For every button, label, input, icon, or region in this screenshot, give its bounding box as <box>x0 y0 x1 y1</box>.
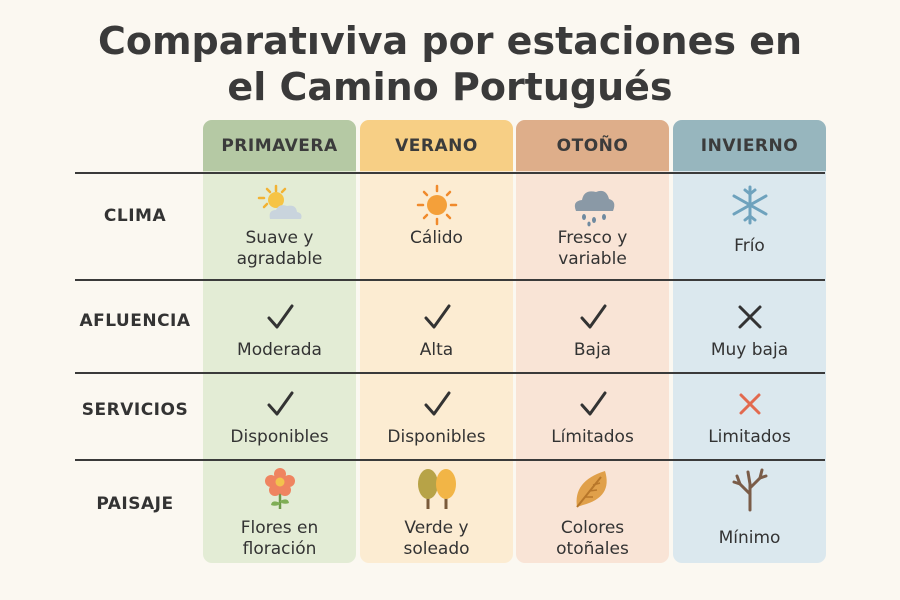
cell-afluencia-verano: Alta <box>360 294 513 361</box>
title-line-1: Comparatıviva por estaciones en <box>97 19 803 63</box>
row-label-paisaje: PAISAJE <box>96 494 174 514</box>
cell-clima-invierno: Frío <box>673 182 826 257</box>
cross-icon <box>735 294 765 340</box>
row-label-servicios: SERVICIOS <box>81 400 189 420</box>
cell-clima-otono: Fresco y variable <box>516 182 669 270</box>
cell-servicios-verano: Disponibles <box>360 381 513 448</box>
divider-row-1 <box>75 279 825 281</box>
trees-icon <box>412 466 462 512</box>
cell-clima-primavera: Suave y agradable <box>203 182 356 270</box>
cell-afluencia-primavera: Moderada <box>203 294 356 361</box>
cell-text: Disponibles <box>230 427 329 447</box>
cell-text: Baja <box>573 340 612 360</box>
cell-text: Suave y agradable <box>236 228 323 269</box>
cell-text: Limitados <box>708 427 791 447</box>
snowflake-icon <box>728 182 772 228</box>
row-label-afluencia: AFLUENCIA <box>79 311 191 331</box>
cell-servicios-otono: Límitados <box>516 381 669 448</box>
check-icon <box>265 294 295 340</box>
leaf-icon <box>571 466 615 512</box>
cell-afluencia-invierno: Muy baja <box>673 294 826 361</box>
bare-tree-icon <box>730 466 770 512</box>
cell-text: Muy baja <box>710 340 789 360</box>
column-header-verano: VERANO <box>360 120 513 171</box>
sun-icon <box>415 182 459 228</box>
title-line-2: el Camino Portugués <box>227 65 673 109</box>
check-icon <box>265 381 295 427</box>
cell-text: Cálido <box>410 228 463 248</box>
column-header-invierno: INVIERNO <box>673 120 826 171</box>
cell-paisaje-invierno: Mínimo <box>673 466 826 549</box>
cell-paisaje-verano: Verde y soleado <box>360 466 513 560</box>
check-icon <box>578 381 608 427</box>
cell-text: Verde y soleado <box>403 518 470 559</box>
cell-text: Moderada <box>237 340 322 360</box>
cross-red-icon <box>737 381 763 427</box>
check-icon <box>578 294 608 340</box>
check-icon <box>422 294 452 340</box>
divider-row-2 <box>75 372 825 374</box>
flower-icon <box>263 466 297 512</box>
divider-row-3 <box>75 459 825 461</box>
sun-cloud-icon <box>256 182 304 228</box>
cell-text: Alta <box>419 340 454 360</box>
cell-servicios-invierno: Limitados <box>673 381 826 448</box>
cell-afluencia-otono: Baja <box>516 294 669 361</box>
cell-text: Mínimo <box>718 528 781 548</box>
check-icon <box>422 381 452 427</box>
cell-text: Frío <box>734 236 765 256</box>
cell-text: Disponibles <box>387 427 486 447</box>
divider-header <box>75 172 825 174</box>
column-header-primavera: PRIMAVERA <box>203 120 356 171</box>
cell-text: Límitados <box>551 427 634 447</box>
row-label-clima: CLIMA <box>103 206 167 226</box>
cell-servicios-primavera: Disponibles <box>203 381 356 448</box>
rain-cloud-icon <box>568 182 618 228</box>
page-title: Comparatıviva por estaciones en el Camin… <box>0 18 900 110</box>
cell-text: Colores otoñales <box>556 518 629 559</box>
cell-paisaje-otono: Colores otoñales <box>516 466 669 560</box>
cell-text: Fresco y variable <box>557 228 628 269</box>
cell-text: Flores en floración <box>240 518 319 559</box>
column-verano: VERANO <box>360 120 513 563</box>
cell-paisaje-primavera: Flores en floración <box>203 466 356 560</box>
column-header-otono: OTOÑO <box>516 120 669 171</box>
cell-clima-verano: Cálido <box>360 182 513 249</box>
